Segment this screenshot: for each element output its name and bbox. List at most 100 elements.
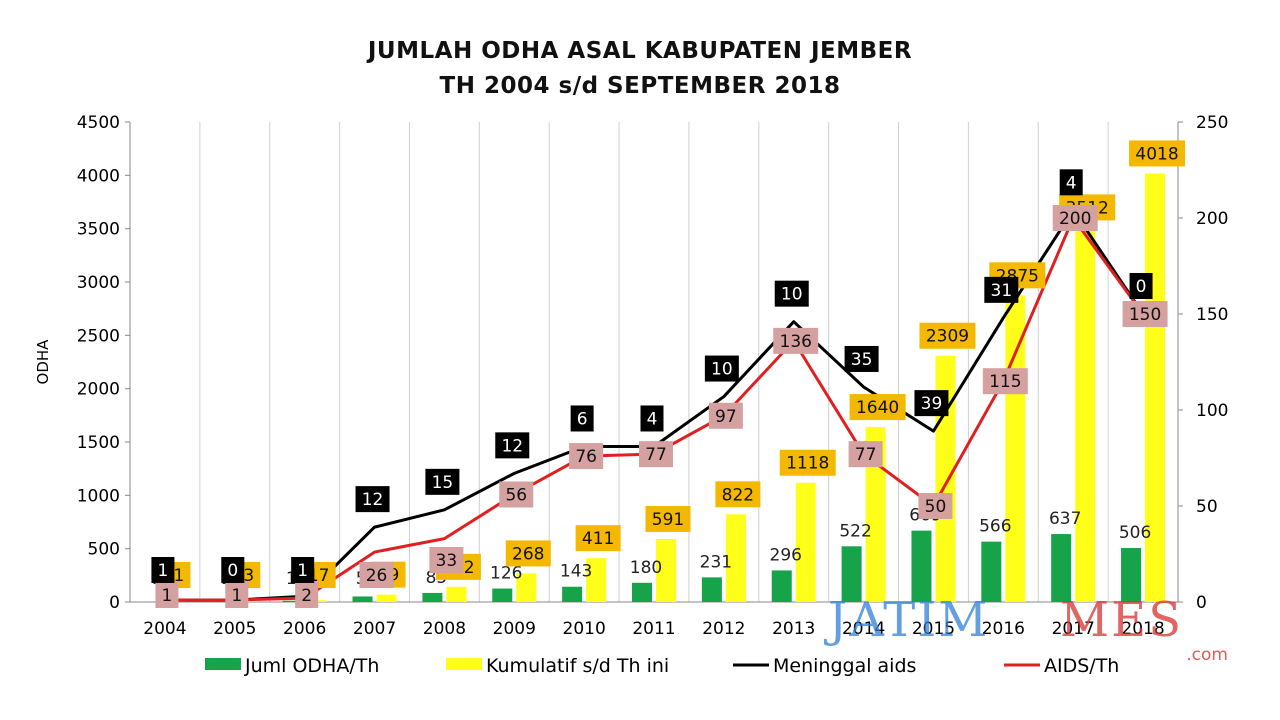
data-label-aids-per-th-bg bbox=[848, 441, 883, 468]
bar-juml-odha bbox=[841, 546, 862, 602]
data-label-kumulatif-bg bbox=[779, 449, 836, 476]
data-label-meninggal-aids: 0 bbox=[1136, 277, 1147, 297]
data-label-meninggal-aids: 0 bbox=[227, 561, 238, 581]
data-label-meninggal-aids-bg bbox=[151, 557, 175, 583]
x-tick-label: 2011 bbox=[632, 619, 675, 639]
bar-kumulatif bbox=[516, 573, 537, 602]
bar-kumulatif bbox=[1005, 295, 1026, 602]
data-label-juml-odha: 522 bbox=[839, 521, 871, 541]
data-label-meninggal-aids: 15 bbox=[432, 473, 454, 493]
chart-title-line1: JUMLAH ODHA ASAL KABUPATEN JEMBER bbox=[367, 38, 913, 64]
data-label-aids-per-th: 200 bbox=[1059, 209, 1091, 229]
y-axis-title: ODHA bbox=[34, 339, 52, 385]
y-left-tick-label: 500 bbox=[88, 540, 120, 560]
x-tick-label: 2007 bbox=[353, 619, 396, 639]
y-left-tick-label: 3000 bbox=[77, 273, 120, 293]
data-label-aids-per-th-bg bbox=[1122, 301, 1168, 327]
y-left-tick-label: 0 bbox=[109, 593, 120, 613]
data-label-kumulatif: 411 bbox=[582, 529, 614, 549]
x-tick-label: 2006 bbox=[283, 619, 326, 639]
data-label-meninggal-aids: 6 bbox=[577, 409, 588, 429]
data-label-aids-per-th-bg bbox=[569, 443, 604, 470]
x-tick-label: 2010 bbox=[563, 619, 606, 639]
data-label-meninggal-aids: 12 bbox=[501, 436, 523, 456]
y-right-tick-label: 200 bbox=[1196, 209, 1228, 229]
data-label-kumulatif: 1640 bbox=[856, 398, 899, 418]
data-label-kumulatif: 4018 bbox=[1135, 144, 1178, 164]
data-label-aids-per-th: 1 bbox=[162, 586, 173, 606]
y-right-tick-label: 50 bbox=[1196, 497, 1218, 517]
data-label-meninggal-aids: 35 bbox=[851, 350, 873, 370]
data-label-kumulatif: 822 bbox=[722, 485, 754, 505]
data-label-juml-odha: 143 bbox=[560, 562, 592, 582]
data-label-aids-per-th: 1 bbox=[231, 586, 242, 606]
data-label-meninggal-aids-bg bbox=[495, 432, 530, 459]
bar-juml-odha bbox=[422, 592, 443, 602]
legend-label: Juml ODHA/Th bbox=[244, 655, 379, 677]
data-label-meninggal-aids-bg bbox=[291, 557, 315, 583]
y-left-tick-label: 4500 bbox=[77, 113, 120, 133]
data-label-kumulatif-bg bbox=[505, 540, 551, 567]
data-label-juml-odha: 637 bbox=[1049, 509, 1081, 529]
bar-juml-odha bbox=[1051, 534, 1072, 602]
bar-kumulatif bbox=[656, 538, 676, 602]
data-label-meninggal-aids: 1 bbox=[158, 561, 169, 581]
data-label-aids-per-th: 76 bbox=[575, 447, 597, 467]
data-label-kumulatif: 1 bbox=[174, 566, 185, 586]
data-label-aids-per-th-bg bbox=[295, 582, 319, 608]
watermark-mes: MES bbox=[1060, 592, 1183, 648]
bar-juml-odha bbox=[562, 586, 583, 602]
x-tick-label: 2005 bbox=[213, 619, 256, 639]
data-label-meninggal-aids-bg bbox=[984, 276, 1019, 303]
y-left-tick-label: 2000 bbox=[77, 380, 120, 400]
data-label-aids-per-th-bg bbox=[499, 481, 534, 508]
y-left-tick-label: 2500 bbox=[77, 326, 120, 346]
data-label-meninggal-aids-bg bbox=[914, 390, 949, 417]
watermark-jatim: JATIM bbox=[823, 592, 989, 648]
x-tick-label: 2014 bbox=[842, 619, 885, 639]
data-label-aids-per-th-bg bbox=[773, 327, 819, 354]
data-label-aids-per-th: 77 bbox=[855, 445, 877, 465]
x-tick-label: 2013 bbox=[772, 619, 815, 639]
data-label-aids-per-th-bg bbox=[225, 582, 249, 608]
data-label-aids-per-th: 56 bbox=[505, 485, 527, 505]
data-label-juml-odha: 180 bbox=[630, 558, 662, 578]
bar-kumulatif bbox=[376, 594, 397, 602]
x-tick-label: 2015 bbox=[912, 619, 955, 639]
data-label-meninggal-aids: 31 bbox=[991, 281, 1013, 301]
bar-juml-odha bbox=[632, 582, 652, 602]
legend-swatch bbox=[446, 658, 482, 670]
bar-kumulatif bbox=[1075, 227, 1096, 603]
bar-kumulatif bbox=[865, 427, 886, 602]
data-label-kumulatif-bg bbox=[1129, 140, 1186, 167]
data-label-aids-per-th: 136 bbox=[780, 332, 812, 352]
data-label-meninggal-aids-bg bbox=[355, 486, 390, 513]
data-label-juml-odha: 296 bbox=[770, 545, 802, 565]
data-label-meninggal-aids: 12 bbox=[362, 490, 384, 510]
data-label-aids-per-th-bg bbox=[708, 402, 743, 429]
data-label-aids-per-th: 115 bbox=[989, 372, 1021, 392]
bar-juml-odha bbox=[1121, 548, 1142, 602]
data-label-aids-per-th: 26 bbox=[366, 566, 388, 586]
y-right-tick-label: 0 bbox=[1196, 593, 1207, 613]
data-label-aids-per-th-bg bbox=[359, 562, 394, 588]
data-label-aids-per-th-bg bbox=[639, 441, 673, 468]
data-label-aids-per-th: 33 bbox=[436, 551, 458, 571]
x-tick-label: 2012 bbox=[702, 619, 745, 639]
data-label-aids-per-th: 50 bbox=[925, 497, 947, 517]
data-label-aids-per-th: 97 bbox=[715, 407, 737, 427]
data-label-kumulatif-bg bbox=[575, 525, 621, 552]
data-label-juml-odha: 506 bbox=[1119, 523, 1151, 543]
data-label-juml-odha: 126 bbox=[490, 564, 522, 584]
data-label-kumulatif: 268 bbox=[512, 544, 544, 564]
y-left-tick-label: 1500 bbox=[77, 433, 120, 453]
bar-juml-odha bbox=[352, 596, 373, 602]
data-label-meninggal-aids-bg bbox=[640, 405, 664, 432]
x-tick-label: 2017 bbox=[1052, 619, 1095, 639]
x-tick-label: 2004 bbox=[143, 619, 186, 639]
data-label-juml-odha: 566 bbox=[979, 517, 1011, 537]
bar-juml-odha bbox=[771, 570, 792, 602]
data-label-meninggal-aids-bg bbox=[704, 355, 739, 382]
